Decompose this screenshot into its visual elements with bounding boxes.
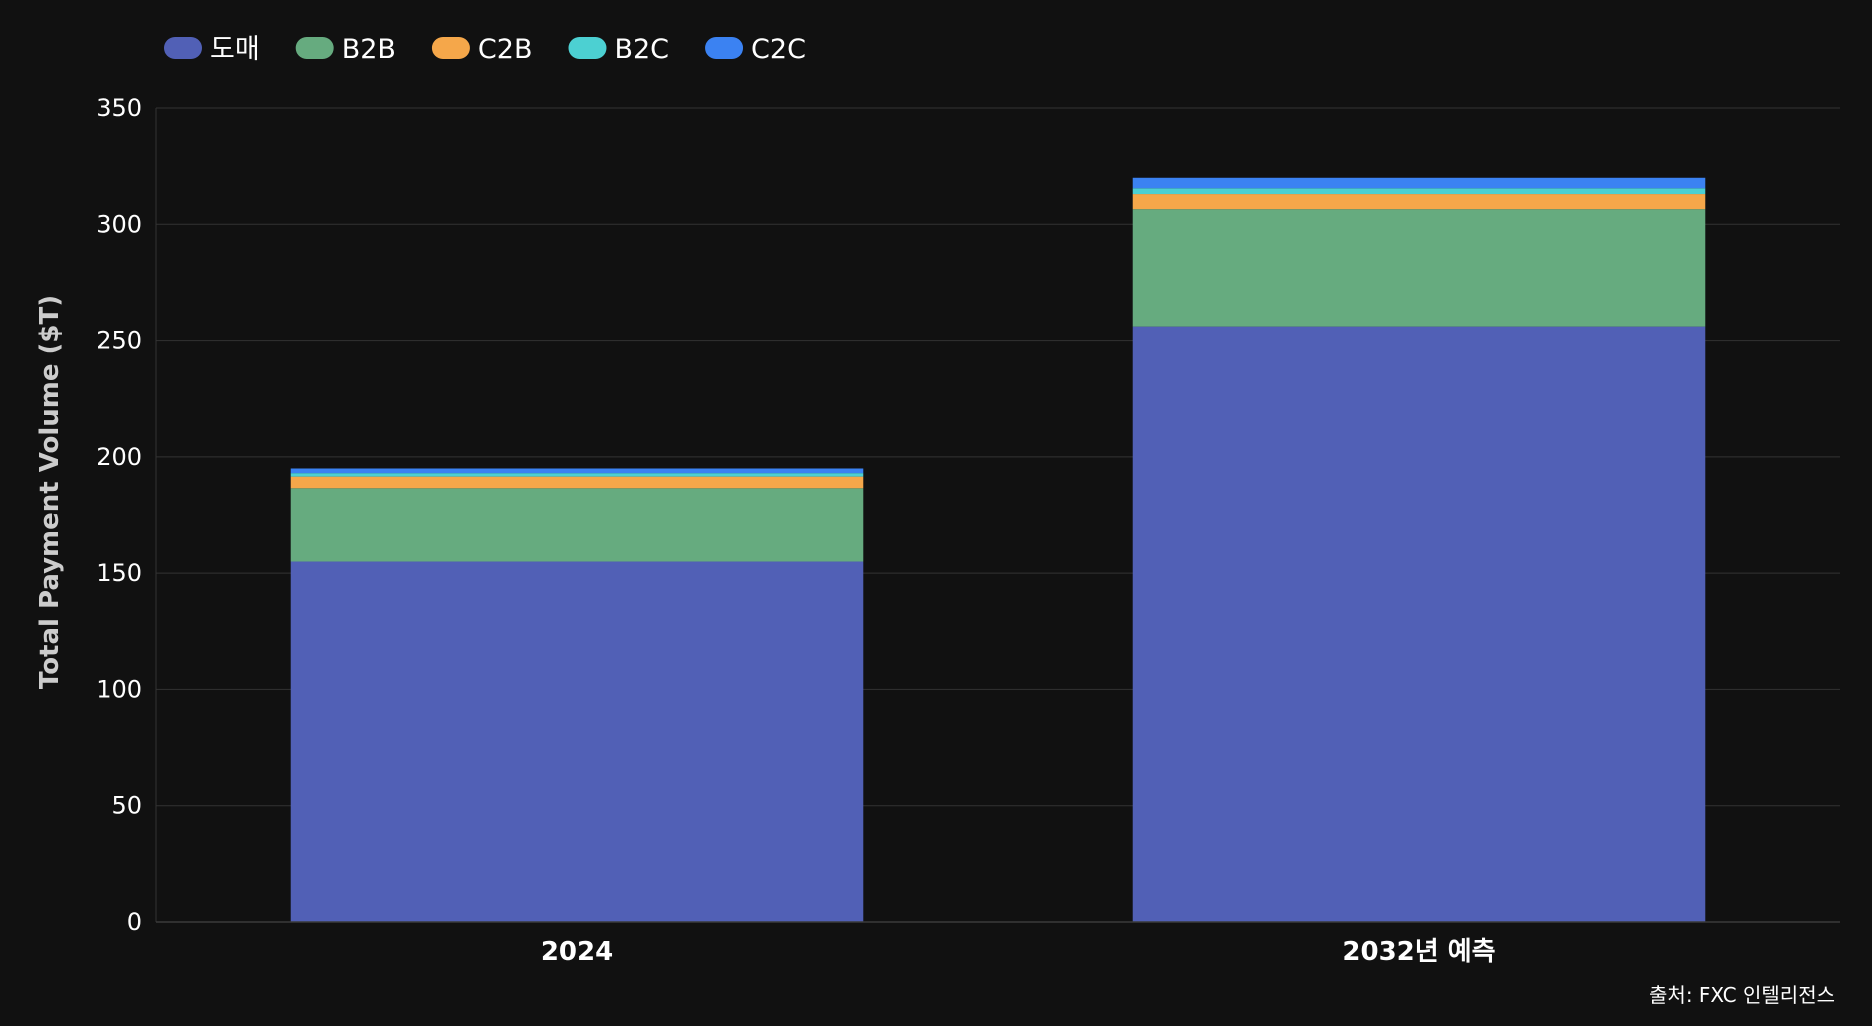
bar-segment xyxy=(1132,188,1706,195)
axes: 0 50 100 150 200 250 300 350 2024 2032년 예측 xyxy=(96,94,1840,967)
legend-swatch xyxy=(164,37,202,59)
legend-swatch xyxy=(431,37,470,59)
x-category-label: 2032년 예측 xyxy=(1342,937,1495,967)
legend: 도매 B2B C2B B2C C2C xyxy=(164,34,806,65)
bar-segment xyxy=(1132,177,1706,189)
legend-label: B2B xyxy=(342,34,396,65)
legend-item[interactable]: C2C xyxy=(705,34,806,65)
legend-label: C2C xyxy=(751,34,806,65)
legend-swatch xyxy=(705,37,744,59)
y-tick-label: 250 xyxy=(96,327,142,355)
legend-label: B2C xyxy=(614,34,669,65)
bar-segment xyxy=(290,561,864,922)
bar-segment xyxy=(1132,209,1706,327)
bar-segment xyxy=(1132,326,1706,922)
bar-segment xyxy=(290,488,864,562)
legend-item[interactable]: C2B xyxy=(431,34,533,65)
y-tick-label: 100 xyxy=(96,675,142,703)
legend-item[interactable]: B2B xyxy=(295,34,396,65)
legend-item[interactable]: B2C xyxy=(568,34,669,65)
legend-label: C2B xyxy=(478,34,533,65)
y-tick-label: 300 xyxy=(96,210,142,238)
bar-segment xyxy=(290,473,864,477)
source-note: 출처: FXC 인텔리전스 xyxy=(1649,983,1835,1007)
y-tick-label: 50 xyxy=(111,792,142,820)
y-tick-label: 150 xyxy=(96,559,142,587)
legend-label: 도매 xyxy=(210,34,260,65)
legend-swatch xyxy=(568,37,607,59)
legend-item[interactable]: 도매 xyxy=(164,34,260,65)
bar-segment xyxy=(290,476,864,489)
y-axis-title: Total Payment Volume ($T) xyxy=(35,295,65,689)
bar-segment xyxy=(290,468,864,474)
y-tick-label: 200 xyxy=(96,443,142,471)
y-tick-label: 0 xyxy=(127,908,142,936)
x-category-label: 2024 xyxy=(541,937,613,967)
bars xyxy=(290,177,1706,922)
bar-segment xyxy=(1132,194,1706,210)
legend-swatch xyxy=(295,37,334,59)
y-tick-label: 350 xyxy=(96,94,142,122)
